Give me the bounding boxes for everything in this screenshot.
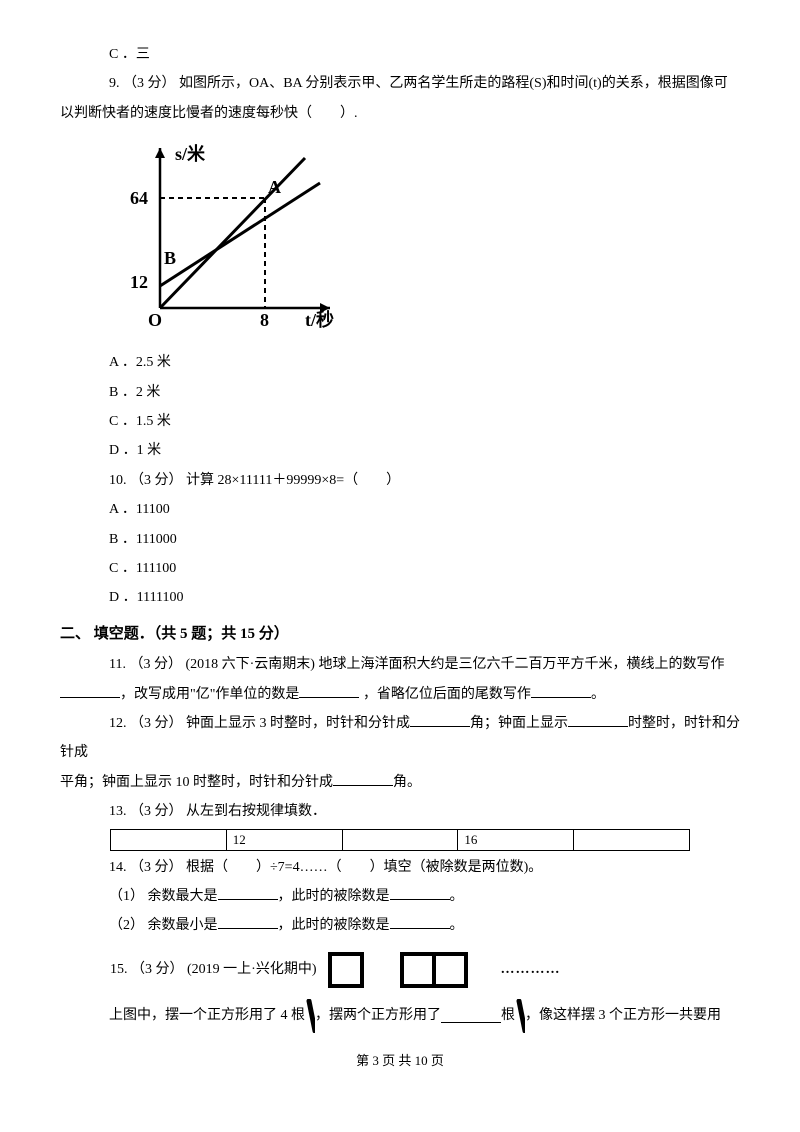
graph-point-b: B bbox=[164, 248, 176, 268]
q12-p2: 角；钟面上显示 bbox=[470, 716, 568, 731]
q12-p4: 角。 bbox=[393, 775, 421, 790]
q10-option-c: C ．111100 bbox=[60, 554, 740, 583]
q10-stem: 10. （3 分） 计算 28×11111＋99999×8=（ ） bbox=[60, 466, 740, 495]
q15-p2b: ，摆两个正方形用了 bbox=[315, 1001, 441, 1030]
q10-option-b: B ．111000 bbox=[60, 525, 740, 554]
graph-point-a: A bbox=[268, 177, 281, 197]
q9-stem: 9. （3 分） 如图所示，OA、BA 分别表示甲、乙两名学生所走的路程(S)和… bbox=[60, 69, 740, 128]
graph-x-label: t/秒 bbox=[305, 309, 334, 330]
q9-option-d: D ．1 米 bbox=[60, 436, 740, 465]
stick-icon-2 bbox=[515, 999, 525, 1033]
q13-cell-5[interactable] bbox=[574, 830, 689, 850]
graph-y-64: 64 bbox=[130, 188, 148, 208]
section-2-header: 二、 填空题．（共 5 题；共 15 分） bbox=[60, 619, 740, 651]
q12-line: 12. （3 分） 钟面上显示 3 时整时，时针和分针成角；钟面上显示时整时，时… bbox=[60, 709, 740, 768]
q15-p2a: 上图中，摆一个正方形用了 4 根 bbox=[109, 1001, 305, 1030]
q12-p1: 12. （3 分） 钟面上显示 3 时整时，时针和分针成 bbox=[109, 716, 410, 731]
q13-cell-2: 12 bbox=[227, 830, 343, 850]
q11-p4: 。 bbox=[591, 687, 605, 702]
q9-option-a: A ．2.5 米 bbox=[60, 348, 740, 377]
q10-option-a: A ．11100 bbox=[60, 495, 740, 524]
q9-option-b: B ．2 米 bbox=[60, 378, 740, 407]
q9-option-c: C ．1.5 米 bbox=[60, 407, 740, 436]
q14-sub2-blank1[interactable] bbox=[218, 915, 278, 929]
q13-table: 12 16 bbox=[110, 829, 690, 851]
square-1-icon bbox=[325, 949, 367, 991]
q11-line2: ，改写成用"亿"作单位的数是 ，省略亿位后面的尾数写作 。 bbox=[60, 680, 740, 709]
q12-p3-mid: 平角；钟面上显示 10 时整时，时针和分针成 bbox=[60, 775, 333, 790]
q14-sub2-blank2[interactable] bbox=[390, 915, 450, 929]
q11-line: 11. （3 分） (2018 六下·云南期末) 地球上海洋面积大约是三亿六千二… bbox=[60, 650, 740, 679]
q12-blank2[interactable] bbox=[568, 713, 628, 727]
q9-graph: s/米 64 12 B A O 8 t/秒 bbox=[120, 138, 740, 338]
q14-sub1-blank1[interactable] bbox=[218, 886, 278, 900]
q13-cell-3[interactable] bbox=[343, 830, 459, 850]
q11-blank1[interactable] bbox=[60, 684, 120, 698]
q12-blank3[interactable] bbox=[333, 772, 393, 786]
square-2-icon bbox=[397, 949, 471, 991]
q11-p2: ，改写成用"亿"作单位的数是 bbox=[120, 687, 299, 702]
q14-stem: 14. （3 分） 根据（ ）÷7=4……（ ）填空（被除数是两位数)。 bbox=[60, 853, 740, 882]
graph-y-12: 12 bbox=[130, 272, 148, 292]
q15-line1: 15. （3 分） (2019 一上·兴化期中) ………… bbox=[110, 949, 740, 991]
q12-blank1[interactable] bbox=[410, 713, 470, 727]
stick-icon-1 bbox=[305, 999, 315, 1033]
q14-sub2a: （2） 余数最小是 bbox=[109, 918, 218, 933]
q14-sub1b: ，此时的被除数是 bbox=[278, 889, 390, 904]
q11-p1: 11. （3 分） (2018 六下·云南期末) 地球上海洋面积大约是三亿六千二… bbox=[109, 657, 724, 672]
q14-sub1a: （1） 余数最大是 bbox=[109, 889, 218, 904]
q15-blank1[interactable] bbox=[441, 1009, 501, 1023]
q12-line2: 平角；钟面上显示 10 时整时，时针和分针成 角。 bbox=[60, 768, 740, 797]
q13-cell-1[interactable] bbox=[111, 830, 227, 850]
q11-blank2[interactable] bbox=[299, 684, 359, 698]
page-footer: 第 3 页 共 10 页 bbox=[60, 1047, 740, 1074]
q14-sub1-blank2[interactable] bbox=[390, 886, 450, 900]
q14-sub2c: 。 bbox=[450, 918, 464, 933]
matchstick-shapes: ………… bbox=[325, 949, 561, 991]
q15-p1: 15. （3 分） (2019 一上·兴化期中) bbox=[110, 955, 317, 984]
q14-sub2: （2） 余数最小是 ，此时的被除数是 。 bbox=[60, 911, 740, 940]
q13-stem: 13. （3 分） 从左到右按规律填数． bbox=[60, 797, 740, 826]
q14-sub2b: ，此时的被除数是 bbox=[278, 918, 390, 933]
q11-p3: ，省略亿位后面的尾数写作 bbox=[359, 687, 531, 702]
q8-option-c: C ．三 bbox=[60, 40, 740, 69]
graph-x-8: 8 bbox=[260, 310, 269, 330]
q14-sub1c: 。 bbox=[450, 889, 464, 904]
q15-p2c: 根 bbox=[501, 1001, 515, 1030]
q14-sub1: （1） 余数最大是 ，此时的被除数是 。 bbox=[60, 882, 740, 911]
graph-y-label: s/米 bbox=[175, 143, 206, 164]
dots-icon: ………… bbox=[501, 955, 561, 984]
q15-p2d: ，像这样摆 3 个正方形一共要用 bbox=[525, 1001, 721, 1030]
q15-line2: 上图中，摆一个正方形用了 4 根 ，摆两个正方形用了 根 ，像这样摆 3 个正方形… bbox=[109, 999, 740, 1033]
q13-cell-4: 16 bbox=[458, 830, 574, 850]
q11-blank3[interactable] bbox=[531, 684, 591, 698]
graph-point-o: O bbox=[148, 310, 162, 330]
q10-option-d: D ．1111100 bbox=[60, 583, 740, 612]
